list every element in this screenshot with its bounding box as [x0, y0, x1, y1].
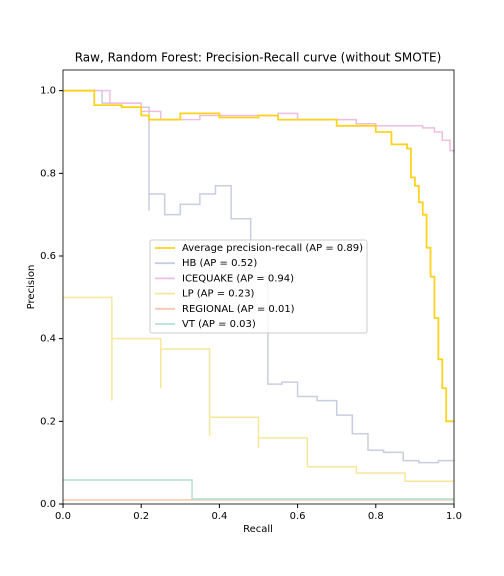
y-tick-label: 0.4 — [40, 334, 56, 345]
legend-label: HB (AP = 0.52) — [182, 258, 257, 269]
x-tick-label: 0.4 — [211, 511, 227, 522]
y-tick-label: 1.0 — [40, 86, 56, 97]
pr-curve — [63, 89, 455, 153]
x-tick-label: 0.6 — [290, 511, 306, 522]
legend-label: VT (AP = 0.03) — [182, 319, 256, 330]
y-tick-label: 0.0 — [40, 499, 56, 510]
legend-label: Average precision-recall (AP = 0.89) — [182, 243, 363, 254]
pr-curve — [63, 479, 454, 500]
x-tick-label: 0.2 — [133, 511, 149, 522]
legend-box — [149, 239, 368, 334]
plot-frame — [62, 69, 455, 505]
x-tick-label: 0.0 — [55, 511, 71, 522]
legend-label: LP (AP = 0.23) — [182, 289, 255, 300]
x-tick-label: 1.0 — [446, 511, 462, 522]
pr-curve — [63, 296, 454, 483]
y-tick-label: 0.8 — [40, 168, 56, 179]
legend-label: ICEQUAKE (AP = 0.94) — [182, 273, 294, 284]
legend-label: REGIONAL (AP = 0.01) — [182, 304, 295, 315]
pr-curve — [63, 89, 454, 423]
x-axis-label: Recall — [243, 524, 273, 535]
y-tick-label: 0.6 — [40, 251, 56, 262]
y-axis-label: Precision — [26, 265, 37, 310]
pr-curve — [63, 89, 454, 464]
x-tick-label: 0.8 — [368, 511, 384, 522]
chart-title: Raw, Random Forest: Precision-Recall cur… — [75, 51, 442, 65]
y-tick-label: 0.2 — [40, 416, 56, 427]
